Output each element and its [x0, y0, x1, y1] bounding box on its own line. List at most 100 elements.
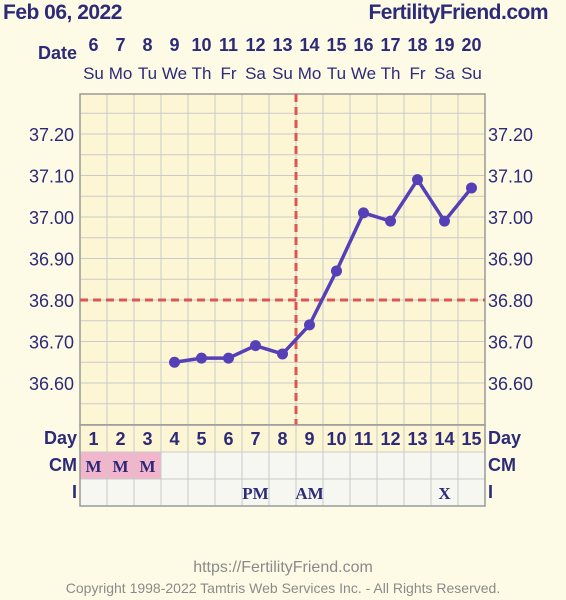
y-tick-label-left: 37.20 — [29, 125, 74, 145]
y-tick-label-left: 36.60 — [29, 374, 74, 394]
temperature-chart: 36.60 36.60 36.70 36.70 36.80 36.80 36.90 36.90… — [29, 35, 533, 507]
temperature-point — [439, 215, 450, 227]
y-tick-label-right: 36.60 — [488, 374, 533, 394]
row-cell — [241, 424, 270, 453]
date-label: 9 — [169, 35, 179, 55]
row-cell — [187, 451, 216, 480]
weekday-label: Mo — [109, 64, 133, 83]
row-cell — [133, 451, 162, 480]
cycle-day-label: 3 — [142, 429, 152, 449]
chart-date-header: Feb 06, 2022 — [3, 1, 122, 24]
y-tick-label-left: 36.90 — [29, 250, 74, 270]
row-cell — [268, 424, 297, 453]
y-tick-label-right: 36.70 — [488, 333, 533, 353]
cycle-day-label: 4 — [169, 429, 179, 449]
row-cell — [106, 478, 135, 507]
cycle-day-label: 15 — [461, 429, 481, 449]
row-cell — [457, 478, 486, 507]
row-cell — [295, 451, 324, 480]
y-tick-label-right: 36.90 — [488, 250, 533, 270]
row-label-left: CM — [49, 455, 77, 475]
temperature-point — [277, 348, 288, 360]
row-cell-value: X — [438, 484, 451, 503]
weekday-label: We — [162, 64, 187, 83]
row-cell-value: M — [112, 457, 128, 476]
row-cell — [187, 478, 216, 507]
cycle-day-label: 14 — [434, 429, 454, 449]
row-cell-value: AM — [295, 484, 323, 503]
weekday-label: Mo — [298, 64, 322, 83]
cycle-day-label: 7 — [250, 429, 260, 449]
row-label-left: I — [72, 482, 77, 502]
cycle-day-label: 8 — [277, 429, 287, 449]
date-label: 13 — [272, 35, 292, 55]
row-cell-value: M — [139, 457, 155, 476]
date-label: 19 — [434, 35, 454, 55]
row-cell-value: M — [85, 457, 101, 476]
temperature-point — [169, 356, 180, 368]
row-label-right: CM — [488, 455, 516, 475]
cycle-day-label: 2 — [115, 429, 125, 449]
cycle-day-label: 13 — [407, 429, 427, 449]
row-cell — [79, 478, 108, 507]
grid-background — [80, 94, 485, 425]
row-cell — [160, 478, 189, 507]
row-cell — [457, 451, 486, 480]
weekday-label: Su — [461, 64, 482, 83]
y-tick-label-left: 36.80 — [29, 291, 74, 311]
row-cell — [133, 424, 162, 453]
date-label: 14 — [299, 35, 319, 55]
date-label: 6 — [88, 35, 98, 55]
weekday-label: Sa — [434, 64, 455, 83]
y-tick-label-left: 37.00 — [29, 208, 74, 228]
date-label: 7 — [115, 35, 125, 55]
row-cell — [349, 424, 378, 453]
date-label: 10 — [191, 35, 211, 55]
y-tick-label-left: 37.10 — [29, 167, 74, 187]
row-cell — [295, 478, 324, 507]
row-cell — [268, 478, 297, 507]
weekday-label: Su — [272, 64, 293, 83]
cycle-day-label: 6 — [223, 429, 233, 449]
y-tick-label-right: 37.10 — [488, 167, 533, 187]
row-cell — [241, 451, 270, 480]
rows-border — [79, 424, 486, 507]
cycle-day-label: 10 — [326, 429, 346, 449]
temperature-point — [385, 215, 396, 227]
cycle-day-label: 11 — [354, 429, 373, 449]
row-cell — [322, 478, 351, 507]
row-cell — [322, 424, 351, 453]
weekday-label: Th — [381, 64, 401, 83]
row-cell — [376, 478, 405, 507]
temperature-point — [304, 319, 315, 331]
footer-url[interactable]: https://FertilityFriend.com — [193, 559, 373, 576]
weekday-label: We — [351, 64, 376, 83]
row-label-right: Day — [488, 428, 521, 448]
row-cell — [214, 478, 243, 507]
row-label-left: Day — [44, 428, 77, 448]
row-cell — [403, 478, 432, 507]
date-label: 15 — [326, 35, 346, 55]
weekday-label: Su — [83, 64, 104, 83]
weekday-label: Sa — [245, 64, 266, 83]
temperature-point — [412, 174, 423, 186]
date-label: 16 — [353, 35, 373, 55]
row-cell — [349, 451, 378, 480]
date-label: 12 — [245, 35, 265, 55]
y-tick-label-left: 36.70 — [29, 333, 74, 353]
date-label: 20 — [461, 35, 481, 55]
row-cell — [430, 451, 459, 480]
date-label: 8 — [142, 35, 152, 55]
x-axis-label: Date — [38, 43, 77, 63]
row-cell — [403, 451, 432, 480]
weekday-label: Th — [192, 64, 212, 83]
temperature-point — [196, 352, 207, 364]
row-cell — [322, 451, 351, 480]
row-cell — [214, 451, 243, 480]
cycle-day-label: 9 — [304, 429, 314, 449]
temperature-point — [358, 207, 369, 219]
row-cell — [268, 451, 297, 480]
y-tick-label-right: 37.20 — [488, 125, 533, 145]
date-label: 11 — [219, 35, 238, 55]
row-cell — [376, 451, 405, 480]
